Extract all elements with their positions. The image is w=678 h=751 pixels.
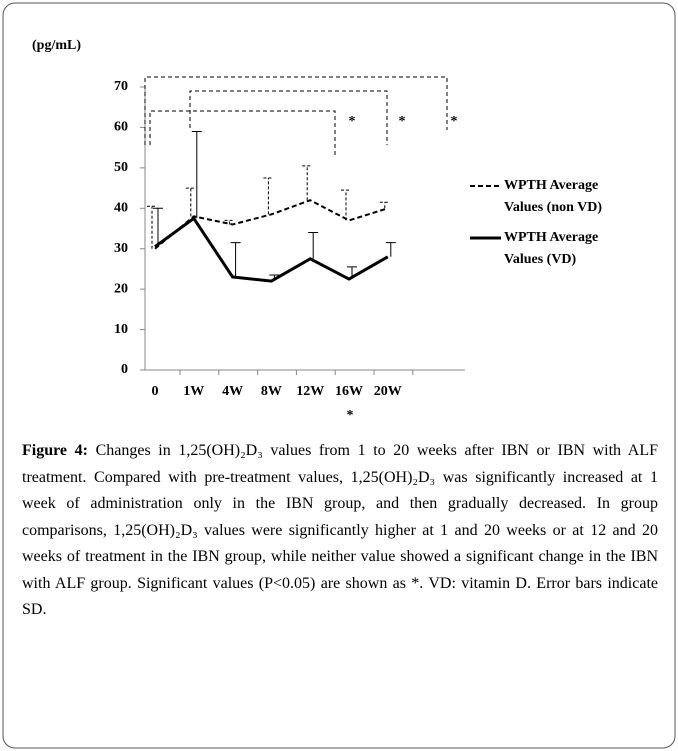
error-bar — [379, 201, 390, 209]
y-tick-label: 0 — [121, 362, 128, 377]
significance-marker: * — [349, 114, 356, 129]
y-tick-label: 30 — [114, 241, 128, 256]
error-bar — [385, 242, 396, 257]
caption-label: Figure 4: — [22, 442, 88, 459]
error-bar — [263, 177, 274, 215]
significance-marker: * — [399, 114, 406, 129]
x-tick-label: 12W — [296, 384, 324, 399]
legend-label: WPTH Average Values (VD) — [504, 230, 599, 267]
error-bar — [147, 205, 157, 249]
y-tick-label: 20 — [114, 281, 128, 296]
y-axis-label: (pg/mL) — [32, 38, 81, 53]
y-tick-label: 70 — [114, 79, 128, 94]
error-bar — [191, 130, 202, 219]
error-bar — [302, 165, 313, 201]
significance-bracket — [144, 76, 448, 145]
error-bar — [308, 232, 319, 259]
caption: Figure 4: Changes in 1,25(OH)₂D₃ values … — [22, 438, 658, 624]
y-tick-label: 50 — [114, 160, 128, 175]
significance-marker: * — [347, 408, 354, 423]
error-bar — [185, 187, 196, 217]
significance-bracket — [189, 90, 388, 145]
error-bar — [341, 189, 351, 221]
x-tick-label: 4W — [222, 384, 243, 399]
caption-text: Changes in 1,25(OH)₂D₃ values from 1 to … — [22, 442, 659, 618]
y-tick-label: 10 — [114, 322, 128, 337]
y-tick-label: 40 — [114, 201, 128, 216]
x-tick-label: 8W — [261, 384, 282, 399]
data-line — [154, 216, 389, 283]
x-tick-label: 20W — [374, 384, 402, 399]
error-bar — [230, 242, 241, 278]
significance-bracket — [149, 110, 336, 158]
error-bar — [224, 219, 235, 225]
y-tick-label: 60 — [114, 120, 128, 135]
significance-marker: * — [451, 114, 458, 129]
data-line — [154, 199, 389, 250]
legend-label: WPTH Average Values (non VD) — [504, 178, 603, 215]
x-tick-label: 1W — [183, 384, 204, 399]
error-bar — [153, 207, 163, 247]
x-tick-label: 0 — [152, 384, 159, 399]
x-tick-label: 16W — [335, 384, 363, 399]
